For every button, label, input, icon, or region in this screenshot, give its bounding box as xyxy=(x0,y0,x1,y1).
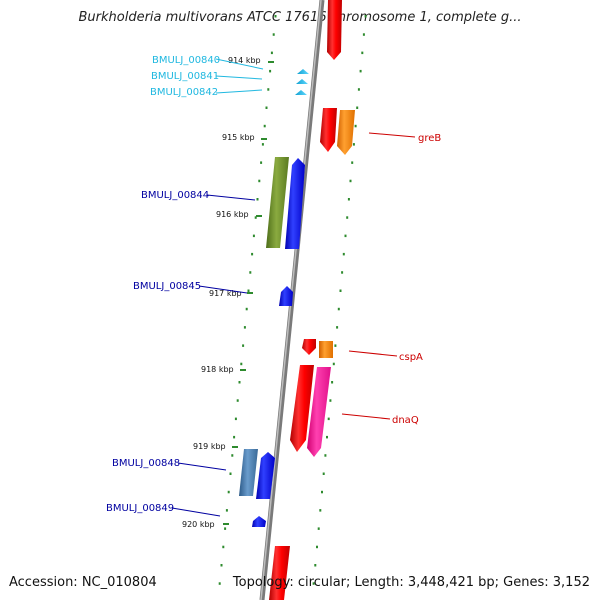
right-ruler xyxy=(312,15,367,585)
gene-label-00848[interactable]: BMULJ_00848 xyxy=(112,458,180,469)
gene-block-cspA-orange xyxy=(319,341,333,358)
gene-block-bottom-red xyxy=(269,546,290,600)
forward-strand-genes xyxy=(269,0,355,600)
leader-00840 xyxy=(215,58,264,70)
gene-block-00849-blue xyxy=(252,516,266,527)
scale-tick-label-916: 916 kbp xyxy=(216,210,249,219)
leader-00845 xyxy=(198,285,248,294)
gene-block-00848-blue xyxy=(256,452,275,499)
leader-cspA xyxy=(348,350,398,357)
map-title: Burkholderia multivorans ATCC 17616 chro… xyxy=(78,10,522,25)
genome-stats-text: Topology: circular; Length: 3,448,421 bp… xyxy=(232,575,590,590)
leader-00844 xyxy=(206,194,256,201)
gene-label-00842[interactable]: BMULJ_00842 xyxy=(150,87,218,98)
accession-text: Accession: NC_010804 xyxy=(9,575,157,590)
gene-block-00841-arrow xyxy=(297,69,309,74)
scale-tick-label-914: 914 kbp xyxy=(228,56,261,65)
gene-labels: BMULJ_00840 BMULJ_00841 BMULJ_00842 BMUL… xyxy=(106,55,441,514)
gene-block-00848-steel xyxy=(239,449,258,496)
gene-label-00840[interactable]: BMULJ_00840 xyxy=(152,55,220,66)
leader-00849 xyxy=(171,507,221,517)
gene-block-00842-arrow-a xyxy=(296,79,308,84)
leader-dnaQ xyxy=(341,413,391,420)
gene-label-cspA[interactable]: cspA xyxy=(399,352,423,363)
scale-tick-label-917: 917 kbp xyxy=(209,289,242,298)
gene-block-00844-blue xyxy=(285,158,305,249)
reverse-strand-genes xyxy=(239,69,309,527)
gene-label-dnaQ[interactable]: dnaQ xyxy=(392,415,419,426)
gene-block-dnaQ-pink xyxy=(307,367,331,457)
label-leaders xyxy=(171,58,416,517)
gene-block-00845-blue xyxy=(279,286,293,306)
left-ruler xyxy=(218,15,277,585)
gene-block-00842-arrow-b xyxy=(295,90,307,95)
scale-tick-label-918: 918 kbp xyxy=(201,365,234,374)
gene-block-top-red xyxy=(327,0,342,60)
gene-block-cspA-red xyxy=(302,339,316,355)
leader-00848 xyxy=(177,462,227,471)
gene-label-00849[interactable]: BMULJ_00849 xyxy=(106,503,174,514)
leader-00841 xyxy=(215,75,263,80)
leader-greB xyxy=(368,132,416,138)
scale-tick-label-915: 915 kbp xyxy=(222,133,255,142)
leader-00842 xyxy=(215,89,263,94)
scale-tick-label-920: 920 kbp xyxy=(182,520,215,529)
gene-block-dnaQ-red xyxy=(290,365,314,452)
gene-block-greB-orange xyxy=(337,110,355,155)
gene-block-00844-olive xyxy=(266,157,289,248)
gene-block-greB-red xyxy=(320,108,337,152)
scale-ticks: 914 kbp 915 kbp 916 kbp 917 kbp 918 kbp … xyxy=(182,56,274,529)
gene-label-00845[interactable]: BMULJ_00845 xyxy=(133,281,201,292)
gene-label-00844[interactable]: BMULJ_00844 xyxy=(141,190,209,201)
gene-label-greB[interactable]: greB xyxy=(418,133,441,144)
gene-label-00841[interactable]: BMULJ_00841 xyxy=(151,71,219,82)
scale-tick-label-919: 919 kbp xyxy=(193,442,226,451)
